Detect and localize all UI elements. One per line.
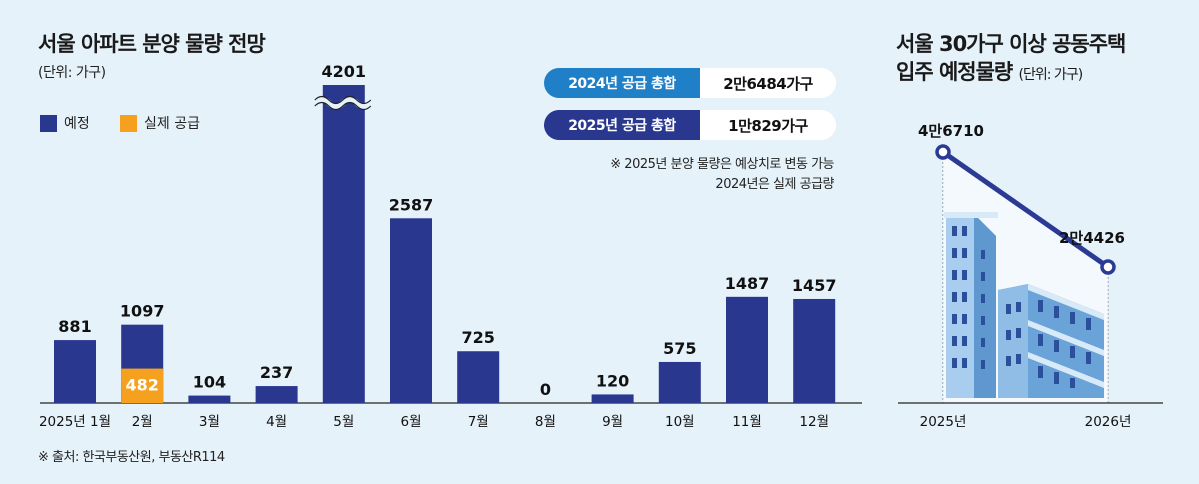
legend-label-planned: 예정 — [64, 116, 90, 132]
line-chart-title-line2: 입주 예정물량 (단위: 가구) — [896, 56, 1084, 86]
bar-planned — [457, 351, 500, 403]
bar-value-label: 575 — [663, 339, 696, 358]
legend-swatch-actual — [120, 114, 137, 132]
bar-actual-label: 482 — [125, 376, 158, 395]
bar-value-label: 1457 — [792, 276, 837, 295]
bar-value-label: 1487 — [725, 274, 770, 293]
bar-value-label: 725 — [461, 328, 494, 347]
total-2024-value: 2만6484가구 — [700, 68, 836, 98]
x-tick-label: 8월 — [535, 414, 556, 430]
bar-planned — [390, 218, 432, 403]
bar-chart-title: 서울 아파트 분양 물량 전망 — [38, 32, 266, 56]
total-2024-label: 2024년 공급 총합 — [544, 68, 700, 98]
total-2025-pill: 2025년 공급 총합 1만829가구 — [544, 110, 836, 140]
bar-planned — [591, 394, 634, 403]
x-tick-label: 2025년 — [920, 414, 967, 430]
line-chart-title-line1: 서울 30가구 이상 공동주택 — [896, 32, 1126, 56]
x-tick-label: 3월 — [199, 414, 220, 430]
bar-chart-svg: 881 2025년 1월 482 1097 2월 104 3월 237 4월 4201 5월 2587… — [39, 62, 862, 430]
x-tick-label: 7월 — [468, 414, 489, 430]
bar-planned — [255, 386, 298, 403]
bar-planned — [54, 340, 96, 403]
line-chart-svg: 4만6710 2만4426 2025년 2026년 — [898, 122, 1163, 430]
x-tick-label: 10월 — [665, 414, 695, 430]
x-tick-label: 4월 — [266, 414, 287, 430]
x-tick-label: 12월 — [799, 414, 829, 430]
line-chart-title-text: 입주 예정물량 — [896, 60, 1013, 84]
forecast-note: ※ 2025년 분양 물량은 예상치로 변동 가능 2024년은 실제 공급량 — [610, 155, 834, 195]
bar-value-label: 2587 — [389, 195, 434, 214]
x-tick-label: 9월 — [602, 414, 623, 430]
bar-value-label: 4201 — [322, 62, 367, 81]
legend-item-planned: 예정 — [40, 113, 90, 133]
bar-planned — [188, 395, 231, 403]
bar-actual — [121, 368, 164, 403]
apartment-building-illustration — [944, 212, 1104, 398]
bar-planned — [658, 361, 701, 403]
line-point — [1100, 259, 1116, 275]
legend-swatch-planned — [40, 114, 57, 132]
legend-label-actual: 실제 공급 — [144, 116, 200, 132]
x-tick-label: 5월 — [333, 414, 354, 430]
bar-value-label: 1097 — [120, 302, 165, 321]
line-chart-panel: 서울 30가구 이상 공동주택 입주 예정물량 (단위: 가구) — [878, 0, 1199, 484]
legend-item-actual: 실제 공급 — [120, 113, 200, 133]
bar-value-label: 0 — [540, 380, 551, 399]
line-chart-unit: (단위: 가구) — [1018, 67, 1084, 83]
axis-break-mark — [314, 101, 372, 111]
line-value-label: 2만4426 — [1059, 229, 1125, 247]
bar-value-label: 237 — [260, 363, 293, 382]
forecast-note-line1: ※ 2025년 분양 물량은 예상치로 변동 가능 — [610, 157, 834, 172]
x-tick-label: 2월 — [132, 414, 153, 430]
line-series — [940, 149, 1111, 270]
bar-chart-unit: (단위: 가구) — [38, 65, 106, 81]
bar-value-label: 104 — [193, 373, 226, 392]
axis-break-mark — [314, 95, 372, 105]
axis-break-gap — [312, 96, 373, 110]
x-tick-label: 6월 — [400, 414, 421, 430]
total-2025-value: 1만829가구 — [700, 110, 836, 140]
bar-value-label: 120 — [596, 371, 629, 390]
bar-planned — [322, 85, 365, 403]
x-tick-label: 2025년 1월 — [39, 414, 111, 430]
forecast-note-line2: 2024년은 실제 공급량 — [715, 177, 834, 192]
bar-planned — [726, 296, 768, 403]
bar-chart-panel: 서울 아파트 분양 물량 전망 (단위: 가구) 예정 실제 공급 2024년 … — [38, 32, 862, 465]
total-2024-pill: 2024년 공급 총합 2만6484가구 — [544, 68, 836, 98]
bar-value-label: 881 — [58, 317, 91, 336]
total-2025-label: 2025년 공급 총합 — [544, 110, 700, 140]
bar-planned — [793, 298, 836, 403]
line-value-label: 4만6710 — [918, 122, 984, 140]
x-tick-label: 11월 — [732, 414, 762, 430]
line-point — [935, 144, 951, 160]
x-tick-label: 2026년 — [1085, 414, 1132, 430]
source-note: ※ 출처: 한국부동산원, 부동산R114 — [38, 450, 225, 465]
